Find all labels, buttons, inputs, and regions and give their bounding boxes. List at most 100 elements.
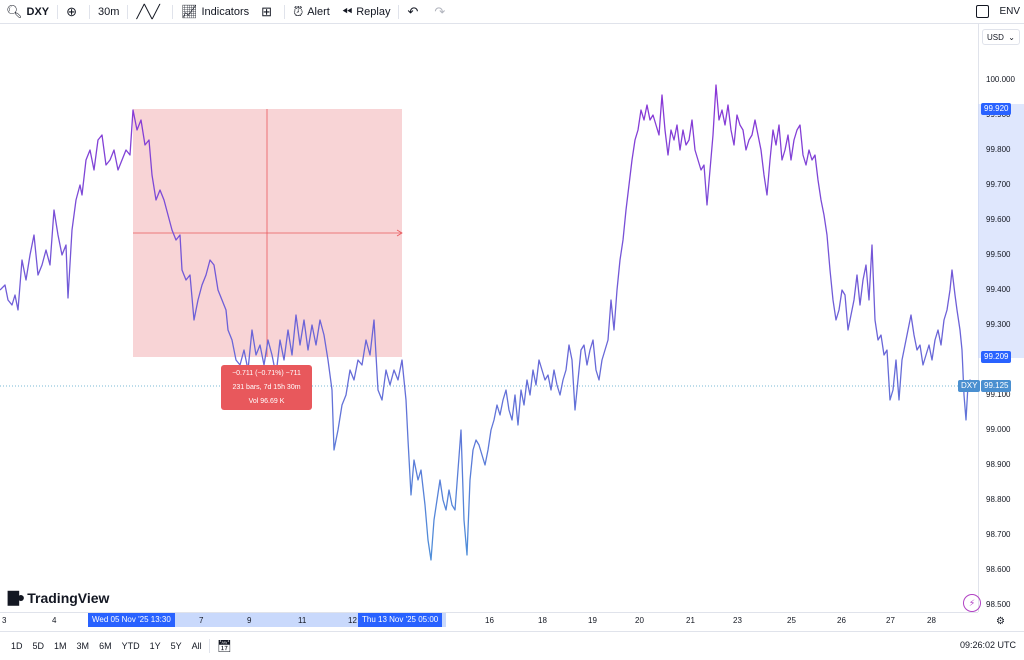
undo-button[interactable]: ↶	[401, 0, 428, 23]
price-series-line	[0, 84, 973, 561]
price-tick: 99.400	[986, 285, 1011, 294]
divider	[127, 4, 129, 19]
divider	[208, 639, 210, 653]
price-tick: 98.900	[986, 460, 1011, 469]
symbol-search-button[interactable]: 🔍︎ DXY	[0, 0, 55, 23]
currency-label: USD	[987, 33, 1004, 42]
range-1y-button[interactable]: 1Y	[149, 641, 161, 651]
symbol-label: DXY	[26, 5, 50, 18]
price-tick: 98.500	[986, 600, 1011, 609]
price-range-highlight	[978, 104, 1024, 358]
measure-info-label: −0.711 (−0.71%) −711 231 bars, 7d 15h 30…	[221, 365, 312, 410]
measure-arrowhead	[396, 229, 403, 237]
price-chart[interactable]	[0, 24, 978, 612]
time-tick: 23	[733, 616, 742, 625]
range-1d-button[interactable]: 1D	[11, 641, 23, 651]
time-tick: 19	[588, 616, 597, 625]
currency-select[interactable]: USD ⌄	[982, 29, 1020, 45]
top-toolbar: 🔍︎ DXY ⊕ 30m ╱╲╱ 📈︎ Indicators ⊞ ⏰︎ Aler…	[0, 0, 1024, 24]
range-5y-button[interactable]: 5Y	[170, 641, 182, 651]
time-tick: 4	[52, 616, 57, 625]
replay-label: Replay	[356, 5, 391, 18]
tradingview-logo[interactable]: ▇● TradingView	[8, 589, 109, 606]
replay-button[interactable]: ⏪︎ Replay	[336, 0, 397, 23]
alert-label: Alert	[307, 5, 330, 18]
range-end-time-label: Thu 13 Nov '25 05:00	[358, 613, 443, 627]
price-tick: 99.300	[986, 320, 1011, 329]
range-start-time-label: Wed 05 Nov '25 13:30	[88, 613, 175, 627]
time-tick: 25	[787, 616, 796, 625]
price-tick: 99.100	[986, 390, 1011, 399]
time-tick: 26	[837, 616, 846, 625]
price-tick: 98.600	[986, 565, 1011, 574]
measure-volume: Vol 96.69 K	[248, 398, 285, 405]
range-6m-button[interactable]: 6M	[99, 641, 112, 651]
time-tick: 27	[886, 616, 895, 625]
fullscreen-checkbox[interactable]	[976, 5, 990, 18]
time-tick: 18	[538, 616, 547, 625]
time-tick: 28	[927, 616, 936, 625]
range-1m-button[interactable]: 1M	[54, 641, 67, 651]
time-range-highlight	[88, 613, 446, 627]
utc-clock[interactable]: 09:26:02 UTC	[959, 640, 1016, 650]
last-price-label: 99.125	[981, 380, 1012, 392]
lightning-icon[interactable]: ⚡︎	[963, 594, 981, 612]
calendar-icon[interactable]: 📅︎	[216, 639, 232, 653]
time-tick: 12	[348, 616, 357, 625]
line-chart-icon: ╱╲╱	[136, 3, 160, 19]
divider	[57, 4, 59, 19]
undo-icon: ↶	[407, 3, 419, 19]
price-tick: 99.600	[986, 215, 1011, 224]
indicators-button[interactable]: 📈︎ Indicators	[175, 0, 255, 23]
range-5d-button[interactable]: 5D	[32, 641, 45, 651]
measure-change: −0.711 (−0.71%) −711	[232, 370, 301, 377]
price-tick: 99.500	[986, 250, 1011, 259]
indicators-label: Indicators	[201, 5, 250, 18]
divider	[171, 4, 173, 19]
price-tick: 99.000	[986, 425, 1011, 434]
time-tick: 21	[686, 616, 695, 625]
redo-icon: ↷	[434, 3, 446, 19]
price-tick: 99.700	[986, 180, 1011, 189]
range-low-price-label: 99.209	[981, 351, 1012, 363]
price-tick: 98.800	[986, 495, 1011, 504]
search-icon: 🔍︎	[6, 3, 23, 19]
symbol-price-tag: DXY	[958, 380, 981, 392]
range-3m-button[interactable]: 3M	[76, 641, 90, 651]
interval-button[interactable]: 30m	[92, 0, 125, 23]
chart-type-button[interactable]: ╱╲╱	[130, 0, 169, 23]
time-tick: 11	[298, 616, 307, 625]
env-label: ENV	[999, 6, 1020, 17]
gear-icon[interactable]: ⚙︎	[996, 616, 1005, 627]
time-tick: 7	[199, 616, 204, 625]
bottom-toolbar: 1D 5D 1M 3M 6M YTD 1Y 5Y All 📅︎	[0, 631, 1024, 660]
price-tick: 98.700	[986, 530, 1011, 539]
time-tick: 20	[635, 616, 644, 625]
range-all-button[interactable]: All	[191, 641, 202, 651]
range-ytd-button[interactable]: YTD	[121, 641, 140, 651]
rewind-icon: ⏪︎	[341, 3, 353, 19]
tradingview-logo-icon: ▇●	[8, 589, 25, 605]
divider	[398, 4, 400, 19]
time-tick: 3	[2, 616, 7, 625]
alarm-clock-icon: ⏰︎	[293, 3, 304, 19]
plus-circle-icon: ⊕	[66, 3, 78, 19]
range-high-price-label: 99.920	[981, 103, 1012, 115]
compare-button[interactable]: ⊕	[60, 0, 87, 23]
indicators-icon: 📈︎	[180, 3, 198, 19]
interval-label: 30m	[98, 5, 120, 18]
alert-button[interactable]: ⏰︎ Alert	[287, 0, 336, 23]
top-right-controls: ENV	[976, 0, 1024, 23]
divider	[284, 4, 286, 19]
price-tick: 99.800	[986, 145, 1011, 154]
divider	[89, 4, 91, 19]
chevron-down-icon: ⌄	[1008, 33, 1015, 42]
grid-icon: ⊞	[261, 3, 273, 19]
redo-button[interactable]: ↷	[428, 0, 455, 23]
time-tick: 16	[485, 616, 494, 625]
layout-templates-button[interactable]: ⊞	[255, 0, 282, 23]
price-tick: 100.000	[986, 75, 1015, 84]
time-tick: 9	[247, 616, 252, 625]
measure-bars: 231 bars, 7d 15h 30m	[232, 384, 301, 391]
brand-name: TradingView	[27, 589, 110, 606]
